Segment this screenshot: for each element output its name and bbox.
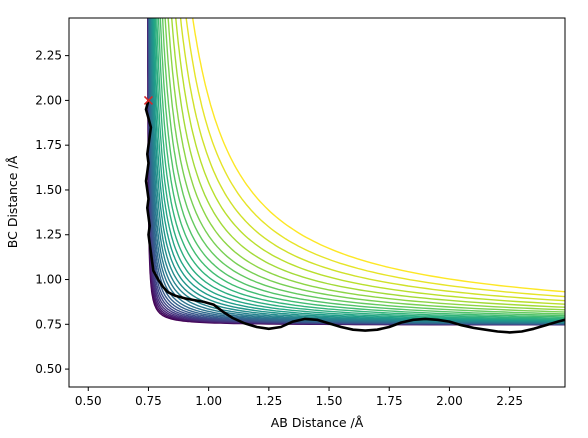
contour-line — [157, 18, 565, 318]
contour-line — [167, 18, 565, 311]
y-axis-ticks: 0.50 0.75 1.00 1.25 1.50 1.75 2.00 2.25 — [35, 49, 69, 376]
plot-frame — [68, 17, 566, 388]
contour-line — [150, 18, 565, 324]
contour-line — [185, 18, 565, 298]
contour-line — [150, 18, 565, 323]
contour-line — [153, 18, 565, 321]
x-tick-label: 1.00 — [195, 394, 222, 408]
marker-layer — [143, 95, 154, 105]
x-axis-title: AB Distance /Å — [271, 415, 364, 430]
contour-line — [161, 18, 565, 315]
contour-line — [159, 18, 565, 317]
trajectory-line — [144, 99, 565, 334]
contour-line — [175, 18, 565, 305]
start-marker-stroke-b — [143, 95, 154, 105]
x-tick-label: 1.75 — [376, 394, 403, 408]
x-axis-ticks: 0.50 0.75 1.00 1.25 1.50 1.75 2.00 2.25 — [75, 387, 523, 408]
y-tick-label: 1.25 — [35, 228, 62, 242]
contour-line — [152, 18, 565, 322]
y-tick-label: 0.75 — [35, 317, 62, 331]
contour-line — [191, 18, 565, 293]
x-tick-label: 2.00 — [436, 394, 463, 408]
y-axis-title: BC Distance /Å — [5, 155, 20, 248]
y-tick-label: 0.50 — [35, 362, 62, 376]
contour-line — [154, 18, 565, 320]
y-tick-label: 1.75 — [35, 138, 62, 152]
contour-line — [179, 18, 565, 302]
x-tick-label: 0.50 — [75, 394, 102, 408]
contour-line — [151, 18, 565, 323]
trajectory-layer — [144, 99, 565, 334]
y-tick-label: 1.00 — [35, 273, 62, 287]
x-tick-label: 0.75 — [135, 394, 162, 408]
y-tick-label: 2.25 — [35, 49, 62, 63]
x-tick-label: 2.25 — [496, 394, 523, 408]
contour-line — [156, 18, 565, 319]
x-tick-label: 1.50 — [316, 394, 343, 408]
contour-lines — [146, 18, 565, 326]
contour-line — [164, 18, 565, 313]
x-tick-label: 1.25 — [255, 394, 282, 408]
contour-line — [170, 18, 565, 308]
y-tick-label: 1.50 — [35, 183, 62, 197]
y-tick-label: 2.00 — [35, 93, 62, 107]
